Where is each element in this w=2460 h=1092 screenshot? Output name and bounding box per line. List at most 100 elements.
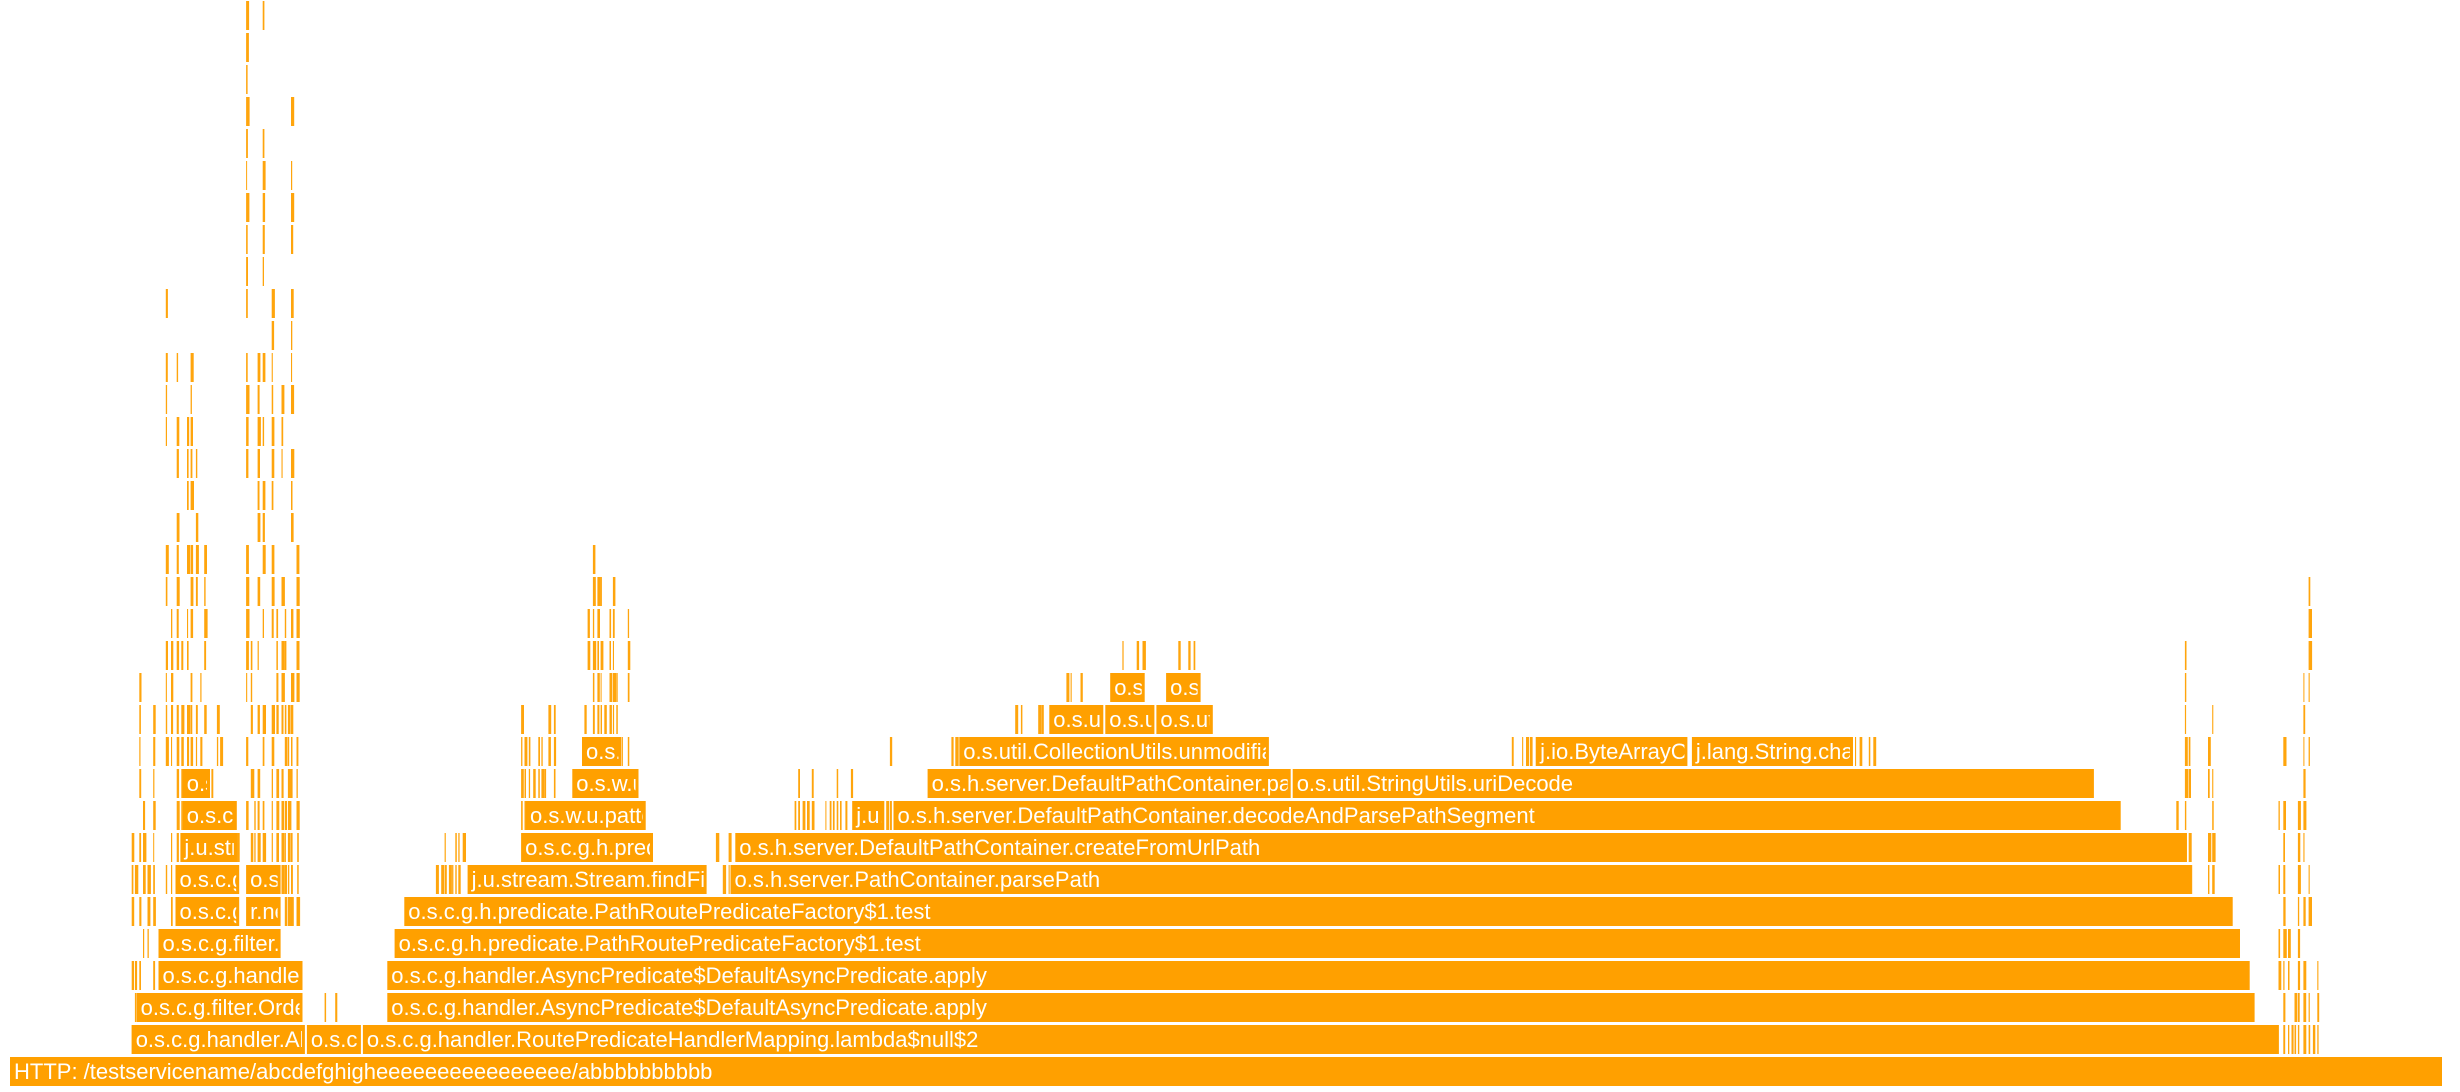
flame-sliver — [728, 833, 732, 862]
flame-frame-bar[interactable]: o.s.c.g.handler.AsyncPredicate$DefaultAs… — [387, 993, 2255, 1022]
flame-sliver — [262, 129, 265, 158]
flame-frame-bar[interactable]: j.u.stream — [852, 801, 885, 830]
flame-sliver — [836, 801, 839, 830]
flame-frame-bar[interactable]: o.s.util.LinkedMultiValueMap — [1156, 705, 1213, 734]
flame-frame-bar[interactable]: o.s.c.g.filter.OrderedGatewayFilter — [136, 993, 303, 1022]
flame-frame[interactable]: o.s.c.g.h.predicate.PathRoutePredicateFa… — [404, 897, 2233, 926]
flame-frame-bar[interactable]: o.s.util.StringUtils.uriDecode — [1292, 769, 2094, 798]
flame-sliver — [246, 65, 248, 94]
flame-sliver — [257, 641, 259, 670]
flame-frame[interactable]: o.s.w.u.pattern o.s.w.u.pattern — [572, 769, 719, 798]
flame-sliver — [798, 801, 800, 830]
flame-frame-bar[interactable]: o.s.c.g.h.predicate.PathRoutePredicateFa… — [521, 833, 653, 862]
flame-frame[interactable]: o.s.util.StringUtils.uriDecodeo.s.util.S… — [1292, 769, 2094, 798]
flame-sliver — [850, 769, 854, 798]
flame-frame[interactable]: o.s.util.LinkedMultiValueMapo.s.util.Lin… — [1156, 705, 1438, 734]
flame-frame-bar[interactable]: o.s.h.server.DefaultPathContainer.parseP… — [927, 769, 1291, 798]
flame-frame-bar[interactable]: o.s.util.CollectionUtils.unmodifiableMul… — [959, 737, 1269, 766]
flame-frame[interactable]: j.lang.String.charAtj.lang.String.charAt — [1691, 737, 1882, 766]
flame-frame[interactable]: j.u.stream.Stream.findFirst j.u.stream.St… — [467, 865, 730, 894]
flame-sliver — [291, 289, 294, 318]
flame-sliver — [612, 641, 614, 670]
flame-sliver — [609, 641, 611, 670]
flame-sliver — [200, 673, 202, 702]
flame-sliver — [296, 737, 299, 766]
flame-sliver — [236, 833, 240, 862]
flame-frame[interactable]: o.s.w.u.po.s.w.u.p — [582, 737, 673, 766]
flame-frame[interactable]: o.s.c.g.filter.RouteToRequestUrlFiltero.… — [182, 801, 545, 830]
flame-sliver — [284, 641, 287, 670]
flame-sliver — [609, 609, 612, 638]
flame-sliver — [587, 641, 591, 670]
flame-frame-bar[interactable]: o.s.c.g.handler.RoutePredicateHandlerMap… — [362, 1025, 2279, 1054]
flame-sliver — [2283, 737, 2287, 766]
flame-sliver — [190, 705, 193, 734]
flame-frame-bar[interactable]: o.s.c.g — [306, 1025, 361, 1054]
flame-sliver — [165, 737, 169, 766]
flame-frame-bar[interactable]: o.s.util — [1166, 673, 1201, 702]
flame-frame[interactable]: o.s.c.g.h.predicate.PathRoutePredicateFa… — [394, 929, 2241, 958]
flame-frame-bar[interactable]: o.s.util — [1110, 673, 1145, 702]
flame-sliver — [455, 865, 457, 894]
flame-sliver — [284, 801, 287, 830]
flame-sliver — [257, 385, 260, 414]
flame-frame-bar[interactable]: o.s.c.g — [182, 769, 210, 798]
flame-frame-bar[interactable]: o.s.u — [1049, 705, 1104, 734]
flame-sliver — [538, 737, 540, 766]
flame-sliver — [271, 833, 273, 862]
flame-frame[interactable]: HTTP: /testservicename/abcdefghigheeeeee… — [10, 1057, 2442, 1086]
flame-sliver — [291, 705, 294, 734]
flame-frame-bar[interactable]: o.s.c.g.handler.AbstractHandlerMapping — [131, 1025, 305, 1054]
flame-frame-bar[interactable]: j.u.stream.ReferencePipeline — [180, 833, 237, 862]
flame-frame[interactable]: o.s.c.go.s.c.g — [182, 769, 252, 798]
flame-frame[interactable]: r.nettyr.netty — [246, 897, 310, 926]
flame-frame-bar[interactable]: r.netty — [246, 897, 281, 926]
flame-sliver — [297, 897, 301, 926]
flame-frame[interactable]: o.s.c.g.handler.AsyncPredicate$DefaultAs… — [387, 993, 2255, 1022]
flame-frame-bar[interactable]: o.s.w.u.pattern — [572, 769, 639, 798]
flame-frame[interactable]: o.s.c.g.handler.AsyncPredicate$DefaultAs… — [387, 961, 2250, 990]
flame-frame-bar[interactable]: j.io.ByteArrayOutputStream — [1536, 737, 1688, 766]
flame-sliver — [262, 705, 266, 734]
flame-sliver — [1178, 641, 1181, 670]
flame-frame-bar[interactable]: o.s.c.g.filter.RouteToRequestUrlFilter — [182, 801, 237, 830]
flame-sliver — [176, 801, 180, 830]
flame-sliver — [2297, 993, 2300, 1022]
flame-frame-bar[interactable]: o.s.h.server.DefaultPathContainer.create… — [735, 833, 2187, 862]
flame-frame[interactable]: o.s.h.server.DefaultPathContainer.decode… — [893, 801, 2121, 830]
flame-frame-bar[interactable]: o.s.c.g.filter.GatewayMetricsFilter — [158, 929, 281, 958]
flame-sliver — [271, 417, 275, 446]
flame-frame-bar[interactable]: o.s.c.g.filter — [175, 897, 240, 926]
flame-frame[interactable]: o.s.uo.s.u — [1049, 705, 1104, 734]
flame-frame[interactable]: o.s.h.server.DefaultPathContainer.create… — [735, 833, 2187, 862]
flame-sliver — [250, 833, 254, 862]
flame-frame-bar[interactable]: o.s.c.g.h.predicate.PathRoutePredicateFa… — [394, 929, 2241, 958]
flame-frame[interactable]: o.s.c.g.filter.NettyRoutingFiltero.s.c.g… — [175, 865, 473, 894]
flame-frame-bar[interactable]: o.s.c.g.handler.FilteringWebHandler — [158, 961, 303, 990]
flame-frame-bar[interactable]: o.s.util — [1105, 705, 1155, 734]
flame-frame-bar[interactable]: j.u.stream.Stream.findFirst — [467, 865, 707, 894]
flame-frame[interactable]: o.s.util.CollectionUtils.unmodifiableMul… — [959, 737, 1447, 766]
flame-frame[interactable]: o.s.c.g.handler.RoutePredicateHandlerMap… — [362, 1025, 2279, 1054]
flame-sliver — [2297, 801, 2301, 830]
flame-sliver — [250, 705, 253, 734]
flame-frame-bar[interactable]: o.s.w.u.p — [582, 737, 622, 766]
flame-frame-bar[interactable]: o.s.c.g.filter — [246, 865, 281, 894]
flame-sliver — [139, 673, 142, 702]
flame-frame-bar[interactable]: j.lang.String.charAt — [1691, 737, 1853, 766]
flame-sliver — [2303, 801, 2307, 830]
flame-frame-bar[interactable]: o.s.h.server.DefaultPathContainer.decode… — [893, 801, 2121, 830]
flame-frame-bar[interactable]: o.s.c.g.h.predicate.PathRoutePredicateFa… — [404, 897, 2233, 926]
flame-frame-bar[interactable]: o.s.h.server.PathContainer.parsePath — [730, 865, 2192, 894]
flame-sliver — [2184, 801, 2187, 830]
flame-frame[interactable]: o.s.h.server.PathContainer.parsePath o.s.… — [730, 865, 2192, 894]
flame-sliver — [153, 801, 156, 830]
flame-sliver — [246, 289, 248, 318]
flame-frame-bar[interactable]: HTTP: /testservicename/abcdefghigheeeeee… — [10, 1057, 2442, 1086]
flame-frame-bar[interactable]: o.s.c.g.handler.AsyncPredicate$DefaultAs… — [387, 961, 2250, 990]
flame-frame-bar[interactable]: o.s.w.u.pattern.PathPattern.matches — [526, 801, 646, 830]
flame-frame-bar[interactable]: o.s.c.g.filter.NettyRoutingFilter — [175, 865, 240, 894]
flame-frame[interactable]: j.u.stream.ReferencePipelinej.u.stream.R… — [180, 833, 466, 862]
